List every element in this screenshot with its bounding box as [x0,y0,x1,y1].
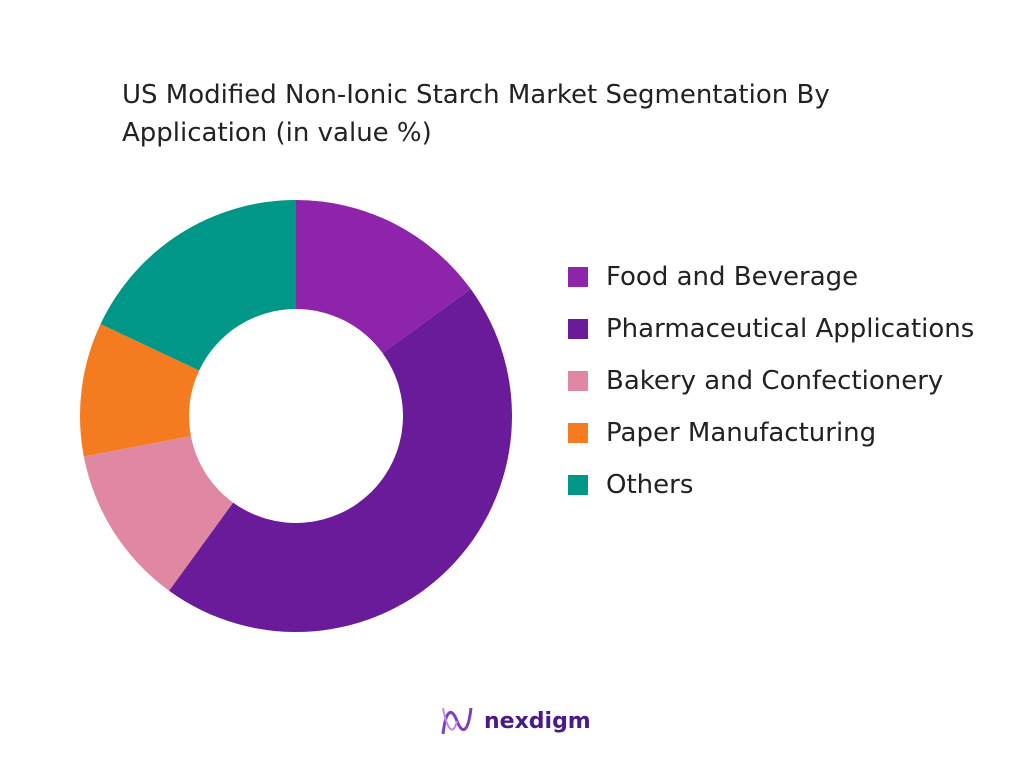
legend-label: Others [606,470,694,500]
legend-item: Bakery and Confectionery [568,366,1018,396]
legend-swatch [568,319,588,339]
legend-label: Pharmaceutical Applications [606,314,975,344]
donut-segment [100,200,296,371]
donut-segment [80,324,200,457]
chart-title: US Modified Non-Ionic Starch Market Segm… [122,80,830,148]
legend-swatch [568,267,588,287]
donut-segment [83,436,234,591]
brand-icon [441,707,473,735]
legend-item: Food and Beverage [568,262,1018,292]
legend-item: Paper Manufacturing [568,418,1018,448]
legend-swatch [568,371,588,391]
legend-swatch [568,423,588,443]
legend: Food and Beverage Pharmaceutical Applicat… [568,262,1018,522]
legend-label: Food and Beverage [606,262,859,292]
donut-segment [169,289,512,633]
brand: nexdigm [440,704,591,738]
legend-label: Paper Manufacturing [606,418,877,448]
legend-item: Pharmaceutical Applications [568,314,1018,344]
legend-label: Bakery and Confectionery [606,366,944,396]
legend-swatch [568,475,588,495]
legend-item: Others [568,470,1018,500]
donut-segment [296,200,471,354]
brand-name: nexdigm [484,708,591,734]
